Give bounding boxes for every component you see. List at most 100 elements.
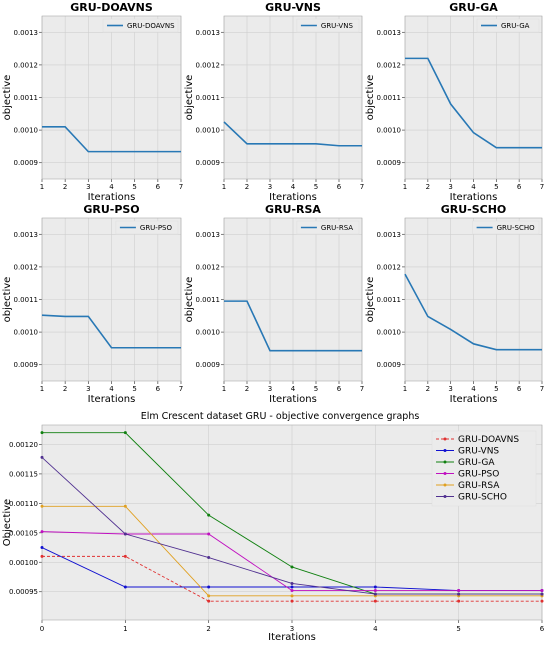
- y-tick-label: 0.0010: [377, 127, 402, 135]
- data-point-GRU-VNS: [123, 585, 127, 589]
- data-point-GRU-DOAVNS: [457, 599, 461, 603]
- x-tick-label: 2: [206, 625, 210, 633]
- data-point-GRU-SCHO: [373, 592, 377, 596]
- x-tick-label: 6: [540, 625, 545, 633]
- series-line-GRU-DOAVNS: [42, 126, 181, 153]
- data-point-GRU-PSO: [373, 589, 377, 593]
- data-point-GRU-DOAVNS: [540, 599, 544, 603]
- y-axis-label: Objective: [2, 499, 13, 546]
- x-tick-label: 7: [540, 385, 544, 393]
- data-point-GRU-RSA: [123, 504, 127, 508]
- x-tick-label: 1: [222, 385, 226, 393]
- data-point-GRU-DOAVNS: [207, 599, 211, 603]
- x-tick-label: 4: [471, 385, 476, 393]
- x-tick-label: 0: [40, 625, 44, 633]
- plot-frame: [41, 15, 182, 180]
- x-tick-label: 7: [179, 183, 183, 191]
- data-point-GRU-SCHO: [457, 592, 461, 596]
- legend-label: GRU-VNS: [321, 22, 354, 30]
- data-point-GRU-DOAVNS: [40, 554, 44, 558]
- x-tick-label: 4: [471, 183, 476, 191]
- plot-frame: [223, 15, 363, 180]
- legend-label: GRU-SCHO: [458, 493, 507, 503]
- legend-box: [476, 18, 540, 33]
- x-tick-label: 7: [179, 385, 183, 393]
- plot-frame: [41, 424, 543, 621]
- series-line-GRU-VNS: [223, 121, 362, 147]
- y-axis-label: objective: [184, 277, 195, 323]
- x-tick-label: 1: [123, 625, 127, 633]
- y-tick-label: 0.00105: [9, 529, 38, 537]
- data-point-GRU-RSA: [290, 594, 294, 598]
- chart-panel-3: 1 2 3 4 5 6 7 0.0009 0.0010 0.0011 0.0012 0.0013 GRU…: [2, 203, 183, 405]
- y-tick-label: 0.0011: [196, 94, 221, 102]
- data-point-GRU-SCHO: [40, 455, 44, 459]
- legend-label: GRU-DOAVNS: [127, 22, 175, 30]
- x-tick-label: 2: [426, 385, 430, 393]
- chart-panel-2: 1 2 3 4 5 6 7 0.0009 0.0010 0.0011 0.0012 0.0013 GRU…: [365, 1, 544, 203]
- panel-title: GRU-DOAVNS: [70, 1, 153, 14]
- y-tick-label: 0.0011: [14, 94, 39, 102]
- x-tick-label: 3: [86, 183, 90, 191]
- x-tick-label: 7: [360, 183, 364, 191]
- y-tick-label: 0.0012: [14, 263, 39, 271]
- y-axis-label: objective: [365, 277, 376, 323]
- y-tick-label: 0.0013: [377, 29, 402, 37]
- y-tick-label: 0.0012: [196, 61, 221, 69]
- x-axis-label: Iterations: [450, 192, 498, 203]
- x-tick-label: 6: [337, 385, 342, 393]
- x-tick-label: 5: [494, 183, 498, 191]
- x-tick-label: 4: [373, 625, 378, 633]
- x-tick-label: 2: [426, 183, 430, 191]
- data-point-GRU-PSO: [207, 532, 211, 536]
- legend-label: GRU-PSO: [458, 470, 499, 480]
- panel-title: GRU-GA: [449, 1, 498, 14]
- y-tick-label: 0.00110: [9, 500, 38, 508]
- y-tick-label: 0.0009: [196, 159, 221, 167]
- y-tick-label: 0.0009: [14, 361, 39, 369]
- x-tick-label: 7: [540, 183, 544, 191]
- data-point-GRU-VNS: [40, 546, 44, 550]
- data-point-GRU-SCHO: [290, 581, 294, 585]
- legend-box: [296, 220, 360, 235]
- data-point-GRU-VNS: [207, 585, 211, 589]
- x-axis-label: Iterations: [269, 192, 317, 203]
- legend-label: GRU-SCHO: [497, 224, 536, 232]
- y-tick-label: 0.0011: [196, 296, 221, 304]
- y-axis-label: objective: [2, 75, 13, 121]
- y-tick-label: 0.0009: [377, 159, 402, 167]
- x-tick-label: 6: [337, 183, 342, 191]
- legend-box: [472, 220, 540, 235]
- x-tick-label: 4: [109, 183, 114, 191]
- legend-marker-GRU-VNS: [443, 449, 447, 452]
- chart-panel-5: 1 2 3 4 5 6 7 0.0009 0.0010 0.0011 0.0012 0.0013 GRU…: [365, 203, 544, 405]
- x-tick-label: 2: [245, 183, 249, 191]
- plot-frame: [41, 217, 182, 382]
- x-tick-label: 2: [63, 183, 67, 191]
- y-tick-label: 0.0011: [14, 296, 39, 304]
- legend-box: [102, 18, 179, 33]
- y-tick-label: 0.00115: [9, 470, 38, 478]
- data-point-GRU-PSO: [457, 589, 461, 593]
- y-axis-label: objective: [365, 75, 376, 121]
- x-tick-label: 2: [63, 385, 67, 393]
- x-tick-label: 5: [494, 385, 498, 393]
- y-tick-label: 0.00120: [9, 441, 38, 449]
- y-tick-label: 0.0013: [377, 231, 402, 239]
- chart-panel-1: 1 2 3 4 5 6 7 0.0009 0.0010 0.0011 0.0012 0.0013 GRU…: [184, 1, 364, 203]
- panel-title: GRU-PSO: [83, 203, 139, 216]
- data-point-GRU-RSA: [207, 594, 211, 598]
- x-tick-label: 2: [245, 385, 249, 393]
- chart-panel-6: 0 1 2 3 4 5 6 0.00095 0.00100 0.00105 0.00110 0.001…: [2, 424, 545, 643]
- y-tick-label: 0.0012: [14, 61, 39, 69]
- legend-label: GRU-VNS: [458, 447, 499, 457]
- x-tick-label: 1: [403, 385, 407, 393]
- series-line-GRU-SCHO: [404, 273, 542, 351]
- legend-marker-GRU-GA: [443, 460, 447, 464]
- x-tick-label: 5: [314, 183, 318, 191]
- data-point-GRU-SCHO: [207, 556, 211, 560]
- x-tick-label: 6: [517, 385, 522, 393]
- x-tick-label: 3: [290, 625, 294, 633]
- data-point-GRU-GA: [40, 431, 44, 435]
- legend-marker-GRU-DOAVNS: [443, 437, 447, 441]
